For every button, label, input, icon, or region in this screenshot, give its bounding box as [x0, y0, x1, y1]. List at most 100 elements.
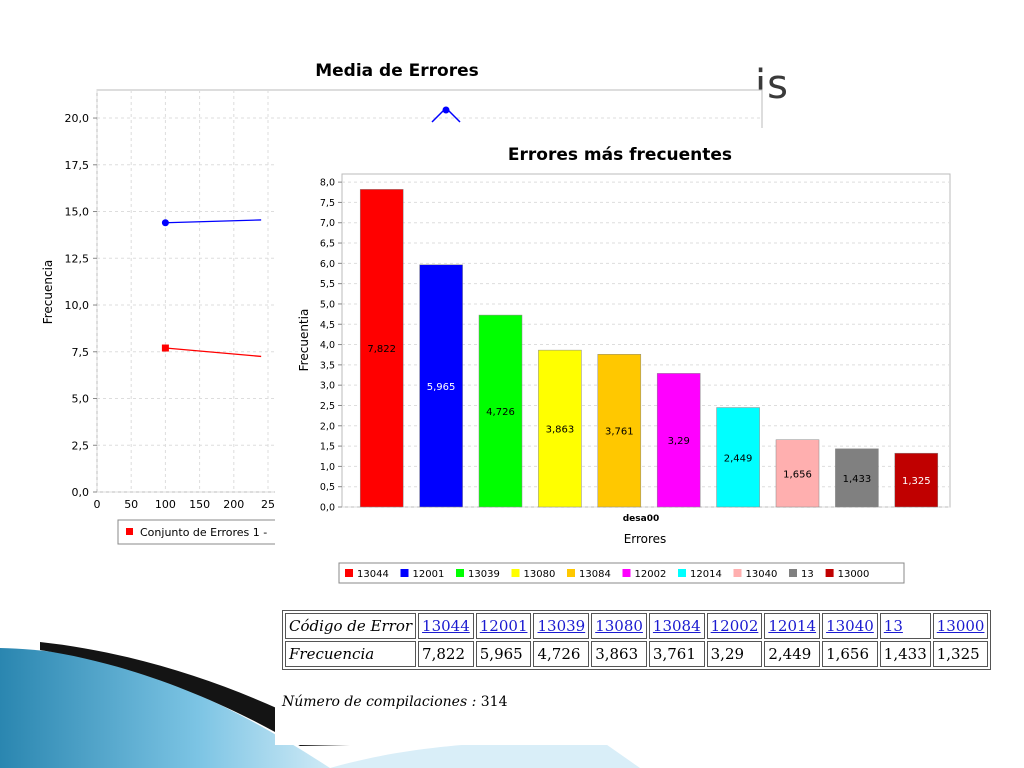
bar-chart-bar: [775, 439, 820, 508]
bar-chart-legend-swatch: [456, 569, 464, 577]
bar-chart-value-label: 3,29: [668, 436, 690, 447]
table-cell-frequency: 3,863: [591, 641, 647, 667]
bar-chart-bar: [894, 452, 939, 508]
bar-chart-legend: 13044 12001 13039 13080 13084 12002 12014 13040…: [345, 569, 869, 580]
bar-chart-y-tick-label: 3,0: [320, 381, 335, 392]
bar-chart-legend-label: 13: [801, 569, 814, 580]
line-chart-y-tick-label: 20,0: [65, 112, 90, 125]
line-chart-series-line: [165, 219, 262, 224]
error-code-link[interactable]: 13039: [537, 617, 586, 635]
line-chart-y-tick-label: 2,5: [72, 439, 90, 452]
bar-chart-legend-label: 12014: [690, 569, 722, 580]
bar-chart-legend-swatch: [400, 569, 409, 577]
line-chart-legend-label: Conjunto de Errores 1 -: [140, 526, 267, 539]
bar-chart-legend-label: 12002: [635, 569, 667, 580]
line-chart-series-line: [165, 347, 262, 358]
bar-chart-legend-swatch: [733, 569, 742, 577]
bar-chart-bar: [538, 349, 582, 508]
bar-chart-bar: [478, 314, 523, 508]
table-cell-code: 13040: [822, 613, 878, 639]
error-code-link[interactable]: 13000: [936, 617, 985, 635]
error-code-link[interactable]: 12002: [710, 617, 759, 635]
bar-chart-y-tick-label: 3,5: [320, 360, 335, 371]
bar-chart-y-tick-label: 7,0: [320, 218, 335, 229]
bar-chart-y-tick-label: 4,5: [320, 320, 335, 331]
bar-chart-x-axis-label: Errores: [624, 532, 667, 546]
bar-chart-y-tick-label: 1,5: [320, 442, 335, 453]
line-chart-point: [161, 344, 169, 352]
error-code-link[interactable]: 13040: [826, 617, 874, 635]
bar-chart-y-tick-label: 8,0: [320, 178, 335, 189]
error-code-link[interactable]: 13084: [652, 617, 701, 635]
bar-chart-value-label: 5,965: [427, 382, 456, 393]
table-panel: [275, 595, 995, 745]
table-cell-code: 12014: [764, 613, 821, 639]
line-chart-title: Media de Errores: [315, 61, 479, 81]
table-cell-code: 13044: [418, 613, 474, 639]
line-chart-x-tick-label: 100: [155, 498, 176, 511]
line-chart-y-axis-label: Frecuencia: [41, 260, 55, 325]
error-code-link[interactable]: 12014: [768, 617, 817, 635]
bar-chart-bar: [419, 264, 463, 508]
bar-chart-legend-swatch: [622, 569, 631, 577]
bar-chart-y-tick-label: 5,0: [320, 299, 335, 310]
table-cell-code: 12001: [475, 613, 532, 639]
table-cell-frequency: 2,449: [764, 641, 821, 667]
bar-chart-value-label: 4,726: [486, 407, 515, 418]
table-cell-code: 13000: [932, 613, 989, 639]
bar-chart-value-label: 3,761: [605, 427, 634, 438]
bar-chart-legend-swatch: [825, 569, 834, 577]
error-code-link[interactable]: 13: [883, 617, 903, 635]
bar-chart-y-tick-label: 0,0: [320, 503, 335, 514]
table-cell-frequency: 1,656: [822, 641, 878, 667]
legend-swatch-red: [126, 528, 133, 535]
compilations-label: Número de compilaciones :: [282, 694, 477, 710]
table-header-codigo: Código de Error: [285, 613, 417, 639]
error-code-link[interactable]: 12001: [479, 617, 528, 635]
bar-chart-legend-swatch: [345, 569, 353, 577]
table-cell-code: 13: [879, 613, 931, 639]
table-row-frequencies: Frecuencia 7,822 5,965 4,726 3,863 3,761 3,29…: [285, 641, 989, 667]
line-chart-y-tick-label: 17,5: [65, 159, 90, 172]
bar-chart-bar: [359, 189, 404, 508]
table-cell-frequency: 4,726: [533, 641, 590, 667]
bar-chart-title: Errores más frecuentes: [508, 145, 732, 165]
bar-chart-y-tick-label: 4,0: [320, 340, 335, 351]
line-chart-y-tick-label: 5,0: [72, 393, 90, 406]
bar-chart-legend-label: 13044: [357, 569, 389, 580]
line-chart-x-tick-label: 50: [124, 498, 138, 511]
line-chart-x-tick-label: 25: [261, 498, 275, 511]
bar-chart-y-tick-label: 0,5: [320, 482, 335, 493]
line-chart-y-tick-label: 7,5: [72, 346, 90, 359]
bar-chart-value-label: 3,863: [546, 425, 575, 436]
bar-chart-legend-label: 13000: [838, 569, 870, 580]
error-code-link[interactable]: 13044: [422, 617, 470, 635]
bar-chart-legend-label: 13040: [746, 569, 778, 580]
bar-chart: Errores más frecuentes 0,0 0,5 1,0 1,5 2,0 2,…: [275, 128, 965, 598]
table-cell-code: 13039: [533, 613, 590, 639]
bar-chart-bar: [656, 373, 701, 508]
bar-chart-y-tick-label: 2,0: [320, 421, 335, 432]
bar-chart-value-label: 1,656: [783, 469, 812, 480]
table-cell-frequency: 5,965: [475, 641, 532, 667]
line-chart-y-tick-label: 15,0: [65, 206, 90, 219]
bar-chart-legend-swatch: [511, 569, 520, 577]
line-chart-y-tick-label: 10,0: [65, 299, 90, 312]
bar-chart-y-tick-label: 1,0: [320, 462, 335, 473]
bar-chart-y-tick-label: 2,5: [320, 401, 335, 412]
bar-chart-legend-label: 13039: [468, 569, 500, 580]
error-code-link[interactable]: 13080: [595, 617, 643, 635]
bar-chart-category-label: desa00: [623, 514, 660, 524]
table-cell-frequency: 3,761: [648, 641, 705, 667]
line-chart-y-tick-label: 0,0: [72, 486, 90, 499]
line-chart-x-tick-label: 0: [94, 498, 101, 511]
bar-chart-legend-box: [338, 562, 905, 584]
bar-chart-y-tick-label: 6,5: [320, 239, 335, 250]
table-row-codes: Código de Error 13044 12001 13039 13080 1308…: [285, 613, 989, 639]
error-frequency-table: Código de Error 13044 12001 13039 13080 1308…: [282, 610, 992, 670]
bar-chart-bar: [716, 407, 760, 508]
line-chart-y-tick-label: 12,5: [65, 252, 90, 265]
bar-chart-y-axis-label: Frecuentia: [297, 309, 311, 372]
bar-chart-y-tick-label: 7,5: [320, 198, 335, 209]
